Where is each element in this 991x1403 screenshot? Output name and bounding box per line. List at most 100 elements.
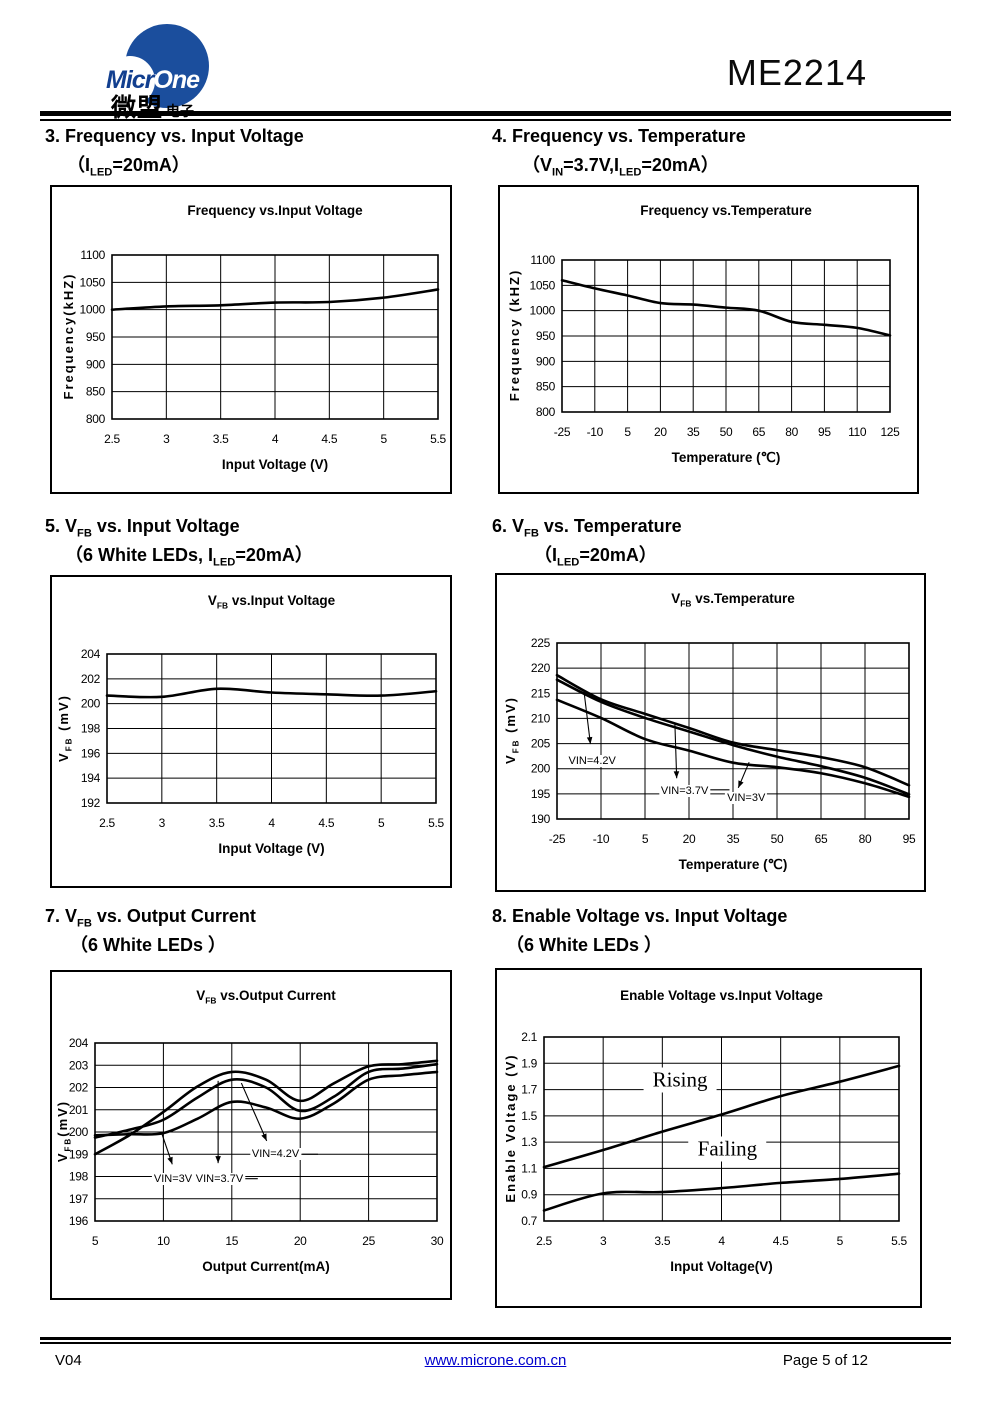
svg-text:900: 900 [86,357,106,371]
series-VIN=3V [93,1070,439,1137]
heading-line-1: 5. VFB vs. Input Voltage [45,516,240,540]
heading-line-2: （ILED=20mA） [67,155,190,179]
annotation-vin-3v: VIN=3V [725,791,768,804]
x-axis-label-frequency-vs-temperature: Temperature (℃) [671,450,781,465]
svg-text:-10: -10 [593,832,610,846]
series-VIN=4.2V [93,1059,439,1156]
svg-text:1.9: 1.9 [521,1056,537,1070]
svg-text:95: 95 [903,832,916,846]
svg-text:5: 5 [642,832,649,846]
svg-text:10: 10 [157,1234,170,1248]
svg-text:950: 950 [536,329,556,343]
x-axis-label-vfb-vs-output-current: Output Current(mA) [202,1259,330,1274]
svg-text:199: 199 [69,1147,89,1161]
series-frequency [560,278,892,337]
svg-text:65: 65 [815,832,828,846]
footer-link-wrap: www.microne.com.cn [0,1352,991,1369]
svg-text:50: 50 [771,832,784,846]
footer-version: V04 [55,1352,82,1369]
svg-text:4.5: 4.5 [321,432,337,446]
svg-text:0.7: 0.7 [521,1214,537,1228]
x-axis-label-enable-voltage-vs-input-voltage: Input Voltage(V) [670,1259,773,1274]
y-axis-label-vfb-vs-output-current: VFB(mV) [55,1099,73,1163]
svg-text:190: 190 [531,812,551,826]
svg-text:900: 900 [536,354,556,368]
series-vfb [105,687,438,699]
y-axis-label-vfb-vs-input-voltage: VFB (mV) [56,693,74,762]
svg-text:50: 50 [720,425,733,439]
svg-text:15: 15 [225,1234,238,1248]
series-VIN=3.7V [93,1062,439,1139]
svg-text:35: 35 [727,832,740,846]
svg-text:850: 850 [536,380,556,394]
svg-text:196: 196 [69,1214,89,1228]
section-heading-3: 3. Frequency vs. Input Voltage （ILED=20mA… [45,122,304,180]
svg-text:4: 4 [718,1234,725,1248]
x-axis-label-vfb-vs-input-voltage: Input Voltage (V) [218,841,325,856]
svg-text:1.7: 1.7 [521,1083,537,1097]
plot-canvas-vfb-vs-output-current: 5 10 15 20 25 30 196 197 198 199 200 201 202 203 204 [69,1036,444,1248]
svg-text:20: 20 [683,832,696,846]
brand-logo: MicrOne 微盟电子 [105,22,235,122]
svg-text:215: 215 [531,686,551,700]
heading-line-1: 4. Frequency vs. Temperature [492,126,746,146]
heading-line-2: （6 White LEDs, ILED=20mA） [65,545,313,569]
plot-canvas-vfb-vs-temperature: -25 -10 5 20 35 50 65 80 95 190 195 200 205 210 215 220… [531,636,916,846]
svg-text:200: 200 [69,1125,89,1139]
y-axis-label-enable-voltage-vs-input-voltage: Enable Voltage (V) [503,1053,518,1203]
y-axis-label-vfb-vs-temperature: VFB (mV) [503,696,521,764]
svg-text:195: 195 [531,787,551,801]
annotation-vin-4.2v: VIN=4.2V [249,1148,302,1161]
svg-text:25: 25 [362,1234,375,1248]
svg-text:1050: 1050 [80,275,106,289]
svg-text:202: 202 [69,1081,89,1095]
svg-text:2.1: 2.1 [521,1030,537,1044]
svg-text:5: 5 [378,816,385,830]
chart-title-vfb-vs-output-current: VFB vs.Output Current [196,988,336,1006]
svg-text:-10: -10 [587,425,604,439]
y-axis-label-frequency-vs-input-voltage: Frequency(kHZ) [61,272,76,400]
svg-text:5: 5 [380,432,387,446]
svg-text:5.5: 5.5 [891,1234,907,1248]
svg-text:800: 800 [86,412,106,426]
svg-text:220: 220 [531,661,551,675]
annotation-failing: Failing [688,1136,767,1162]
heading-line-2: （ILED=20mA） [534,545,657,569]
heading-line-1: 6. VFB vs. Temperature [492,516,682,540]
svg-text:5.5: 5.5 [430,432,446,446]
brand-cn-main: 微盟 [111,94,164,122]
svg-text:950: 950 [86,330,106,344]
footer-website-link[interactable]: www.microne.com.cn [424,1352,567,1369]
svg-text:1.5: 1.5 [521,1109,537,1123]
doc-title: ME2214 [726,52,867,93]
annotation-vin-3v: VIN=3V [151,1172,195,1185]
series-VIN=3V [555,698,911,799]
svg-text:3: 3 [163,432,170,446]
svg-text:1.1: 1.1 [521,1161,537,1175]
svg-text:35: 35 [687,425,700,439]
annotation-vin-3.7v: VIN=3.7V [658,784,711,797]
svg-text:2.5: 2.5 [99,816,115,830]
section-heading-4: 4. Frequency vs. Temperature （VIN=3.7V,IL… [492,122,746,180]
svg-text:125: 125 [880,425,900,439]
chart-title-enable-voltage-vs-input-voltage: Enable Voltage vs.Input Voltage [620,988,823,1003]
svg-text:3: 3 [600,1234,607,1248]
x-axis-label-vfb-vs-temperature: Temperature (℃) [678,857,788,872]
chart-title-vfb-vs-input-voltage: VFB vs.Input Voltage [207,593,336,611]
svg-text:5.5: 5.5 [428,816,444,830]
header-rule-thin [40,119,951,121]
svg-text:202: 202 [81,672,101,686]
heading-line-1: 8. Enable Voltage vs. Input Voltage [492,906,788,926]
svg-text:201: 201 [69,1103,89,1117]
svg-text:20: 20 [654,425,667,439]
svg-text:225: 225 [531,636,551,650]
annotation-vin-3.7v: VIN=3.7V [193,1172,246,1185]
svg-text:1000: 1000 [530,304,556,318]
svg-text:95: 95 [818,425,831,439]
svg-text:1100: 1100 [80,248,105,262]
series-Failing [542,1172,901,1212]
svg-text:5: 5 [837,1234,844,1248]
heading-line-1: 3. Frequency vs. Input Voltage [45,126,304,146]
svg-text:203: 203 [69,1058,89,1072]
svg-text:110: 110 [848,425,867,439]
